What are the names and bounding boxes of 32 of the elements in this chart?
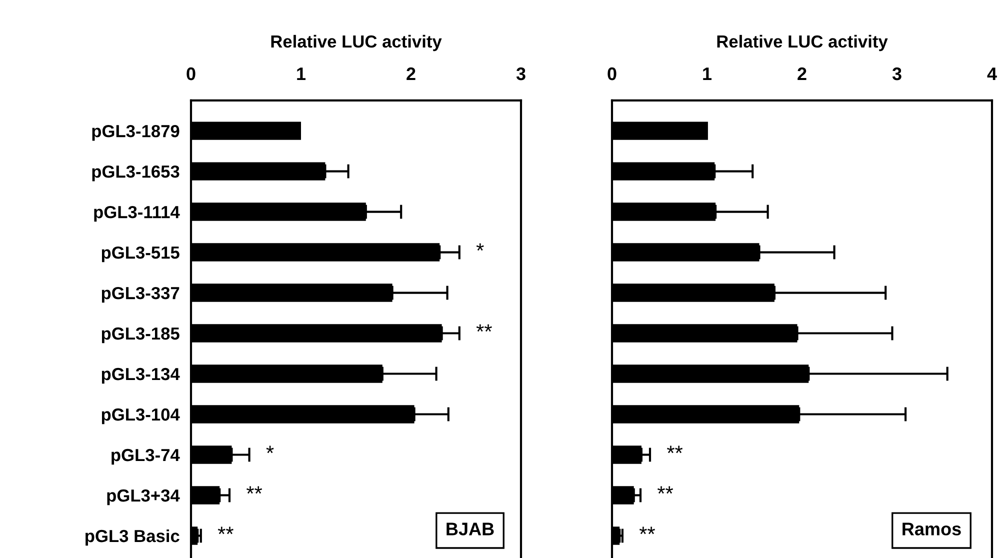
data-label: ** — [246, 486, 262, 494]
y-tick-label: pGL3-337 — [102, 286, 180, 303]
y-tick-label: pGL3-185 — [102, 327, 180, 344]
x-tick-label: 2 — [798, 67, 806, 80]
data-label: ** — [218, 526, 234, 534]
x-tick-label: 4 — [987, 68, 997, 80]
y-tick-label: pGL3-1653 — [92, 165, 180, 182]
y-tick-label: pGL3-515 — [102, 246, 180, 262]
y-tick-label: pGL3 Basic — [86, 529, 180, 546]
x-axis-title: Relative LUC activity — [271, 34, 442, 52]
annotation: BJAB — [446, 522, 494, 536]
data-label: * — [476, 243, 484, 251]
data-label: ** — [658, 486, 674, 494]
x-tick-label: 0 — [186, 67, 196, 80]
y-tick-label: pGL3+34 — [107, 489, 180, 506]
x-tick-label: 0 — [608, 67, 616, 80]
y-tick-label: pGL3-134 — [102, 368, 180, 384]
x-tick-label: 3 — [516, 67, 526, 80]
y-tick-label: pGL3-1879 — [92, 124, 180, 141]
x-tick-label: 1 — [703, 68, 712, 80]
data-label: ** — [476, 324, 492, 332]
y-tick-label: pGL3-74 — [112, 448, 180, 465]
x-tick-label: 1 — [297, 68, 306, 80]
x-axis-title: Relative LUC activity — [717, 34, 888, 52]
data-label: * — [266, 446, 274, 454]
x-tick-label: 3 — [892, 67, 902, 80]
x-tick-label: 2 — [406, 67, 416, 80]
y-tick-label: pGL3-1114 — [94, 206, 180, 222]
data-label: ** — [639, 526, 656, 534]
y-tick-label: pGL3-104 — [102, 408, 180, 424]
data-label: ** — [667, 446, 683, 454]
annotation: Ramos — [902, 522, 961, 536]
